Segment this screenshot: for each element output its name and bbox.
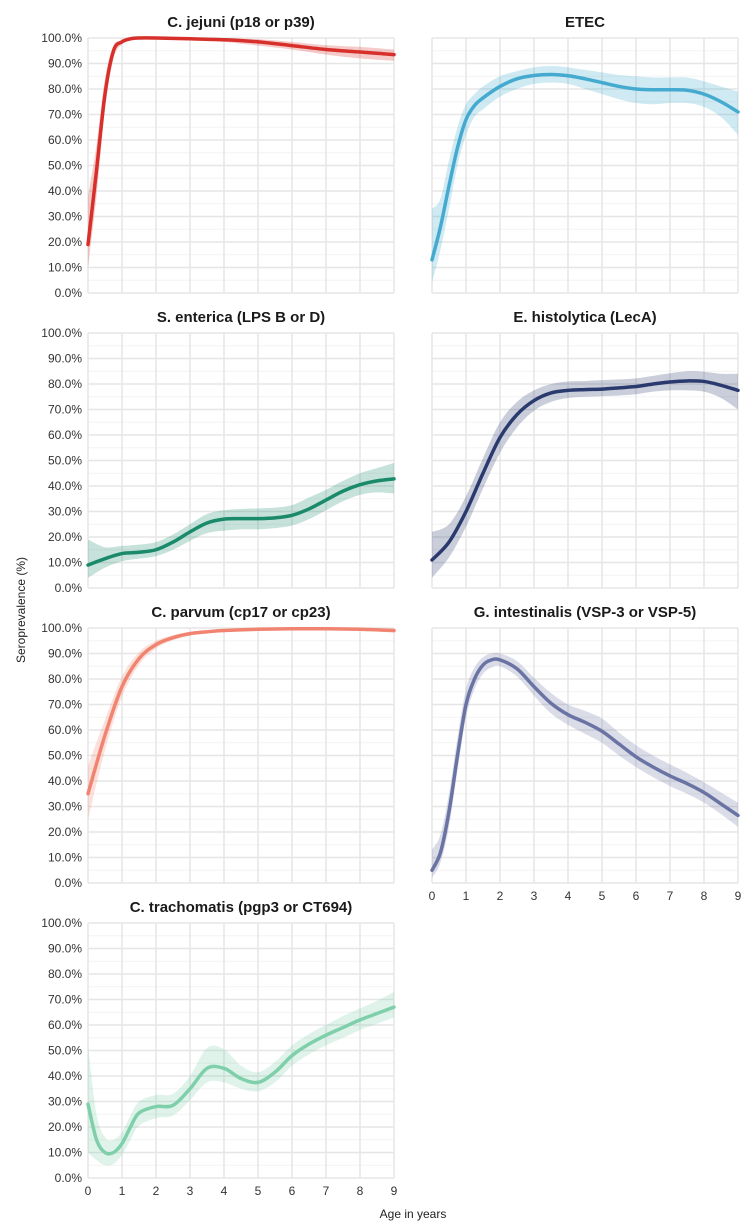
y-tick-label: 80.0%	[48, 672, 82, 686]
panels-grid: C. jejuni (p18 or p39)0.0%10.0%20.0%30.0…	[41, 14, 741, 1198]
y-tick-label: 70.0%	[48, 698, 82, 712]
y-tick-label: 60.0%	[48, 428, 82, 442]
panel: C. parvum (cp17 or cp23) 0.0% 10.0% 20.0% 30…	[41, 604, 396, 890]
y-tick-label: 30.0%	[48, 800, 82, 814]
x-tick-label: 2	[153, 1184, 160, 1198]
y-tick-label: 20.0%	[48, 825, 82, 839]
x-tick-label: 4	[221, 1184, 228, 1198]
y-tick-label: 0.0%	[55, 286, 83, 300]
y-tick-label: 0.0%	[55, 876, 83, 890]
y-tick-label: 20.0%	[48, 1120, 82, 1134]
panel-title: G. intestinalis (VSP-3 or VSP-5)	[474, 604, 697, 621]
y-tick-label: 40.0%	[48, 479, 82, 493]
x-tick-label: 7	[667, 889, 674, 903]
y-tick-label: 90.0%	[48, 942, 82, 956]
confidence-band	[432, 371, 738, 578]
panel: E. histolytica (LecA)	[430, 309, 740, 589]
panel: S. enterica (LPS B or D) 0.0% 10.0% 20.0% 30…	[41, 309, 396, 595]
y-tick-label: 90.0%	[48, 57, 82, 71]
x-tick-label: 1	[119, 1184, 126, 1198]
y-axis-label: Seroprevalence (%)	[14, 557, 28, 663]
series-line	[86, 1005, 396, 1156]
y-tick-label: 60.0%	[48, 723, 82, 737]
y-tick-label: 40.0%	[48, 774, 82, 788]
panel-title: C. trachomatis (pgp3 or CT694)	[130, 899, 353, 916]
y-tick-label: 100.0%	[41, 31, 82, 45]
gridlines	[87, 332, 395, 589]
x-tick-label: 0	[429, 889, 436, 903]
y-tick-label: 20.0%	[48, 235, 82, 249]
x-tick-label: 4	[565, 889, 572, 903]
x-tick-label: 1	[463, 889, 470, 903]
y-tick-label: 30.0%	[48, 210, 82, 224]
y-tick-label: 60.0%	[48, 133, 82, 147]
y-tick-label: 20.0%	[48, 530, 82, 544]
y-tick-label: 100.0%	[41, 916, 82, 930]
panel-title: S. enterica (LPS B or D)	[157, 309, 325, 326]
x-tick-label: 8	[357, 1184, 364, 1198]
y-tick-label: 40.0%	[48, 1069, 82, 1083]
series-line	[430, 72, 740, 262]
x-tick-label: 7	[323, 1184, 330, 1198]
y-tick-label: 30.0%	[48, 1095, 82, 1109]
x-tick-label: 9	[735, 889, 742, 903]
panel-title: C. parvum (cp17 or cp23)	[151, 604, 330, 621]
confidence-band	[432, 652, 738, 878]
panel-title: C. jejuni (p18 or p39)	[167, 14, 315, 31]
y-tick-label: 90.0%	[48, 352, 82, 366]
series-line	[86, 626, 396, 796]
x-tick-label: 5	[599, 889, 606, 903]
y-tick-label: 40.0%	[48, 184, 82, 198]
x-tick-label: 2	[497, 889, 504, 903]
y-tick-label: 70.0%	[48, 993, 82, 1007]
y-tick-label: 0.0%	[55, 1171, 83, 1185]
y-tick-label: 50.0%	[48, 454, 82, 468]
x-tick-label: 0	[85, 1184, 92, 1198]
y-tick-label: 100.0%	[41, 326, 82, 340]
x-tick-label: 8	[701, 889, 708, 903]
panel: ETEC	[430, 14, 740, 294]
gridlines	[431, 37, 739, 294]
y-tick-label: 30.0%	[48, 505, 82, 519]
x-tick-label: 9	[391, 1184, 398, 1198]
confidence-band	[88, 463, 394, 578]
x-tick-label: 6	[633, 889, 640, 903]
series-line	[430, 657, 740, 872]
gridlines	[87, 37, 395, 294]
y-tick-label: 80.0%	[48, 377, 82, 391]
y-tick-label: 50.0%	[48, 1044, 82, 1058]
x-tick-label: 5	[255, 1184, 262, 1198]
series-line	[86, 477, 396, 567]
panel-title: ETEC	[565, 14, 605, 31]
y-tick-label: 50.0%	[48, 749, 82, 763]
y-tick-label: 10.0%	[48, 1146, 82, 1160]
y-tick-label: 90.0%	[48, 647, 82, 661]
y-tick-label: 10.0%	[48, 851, 82, 865]
y-tick-label: 80.0%	[48, 82, 82, 96]
confidence-band	[88, 627, 394, 820]
panel: G. intestinalis (VSP-3 or VSP-5) 0 1 2 3 4 5 6 7…	[429, 604, 742, 903]
y-tick-label: 10.0%	[48, 556, 82, 570]
x-axis-label: Age in years	[380, 1207, 447, 1221]
panel: C. jejuni (p18 or p39) 0.0% 10.0% 20.0% 30.0…	[41, 14, 396, 300]
gridlines	[431, 332, 739, 589]
x-tick-label: 6	[289, 1184, 296, 1198]
series-line	[86, 36, 396, 247]
series-line	[430, 379, 740, 562]
gridlines	[87, 922, 395, 1179]
x-tick-label: 3	[531, 889, 538, 903]
panel-title: E. histolytica (LecA)	[513, 309, 656, 326]
y-tick-label: 0.0%	[55, 581, 83, 595]
x-tick-label: 3	[187, 1184, 194, 1198]
y-tick-label: 70.0%	[48, 403, 82, 417]
confidence-band	[432, 66, 738, 283]
y-tick-label: 70.0%	[48, 108, 82, 122]
panel: C. trachomatis (pgp3 or CT694) 0.0% 10.0% 2…	[41, 899, 397, 1198]
y-tick-label: 10.0%	[48, 261, 82, 275]
y-tick-label: 60.0%	[48, 1018, 82, 1032]
y-tick-label: 80.0%	[48, 967, 82, 981]
y-tick-label: 100.0%	[41, 621, 82, 635]
y-tick-label: 50.0%	[48, 159, 82, 173]
